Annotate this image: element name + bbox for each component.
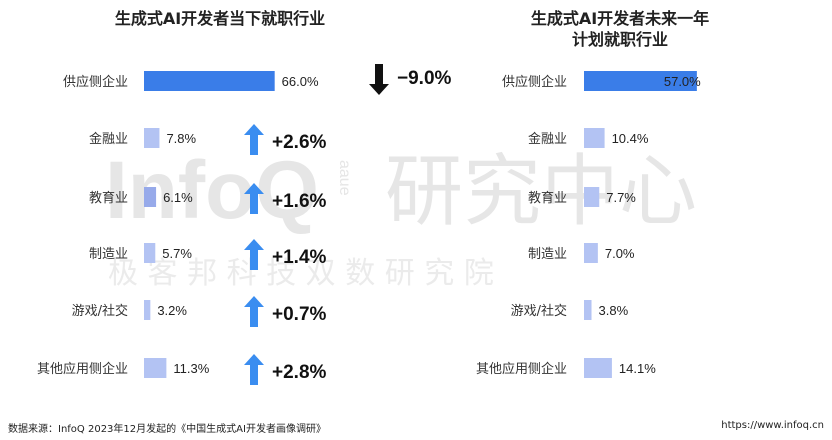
arrow-down-icon	[369, 64, 389, 95]
arrow-up-icon	[244, 183, 264, 214]
bar	[144, 243, 156, 263]
bar	[144, 358, 167, 378]
category-label: 金融业	[528, 131, 567, 147]
bar	[584, 71, 697, 91]
value-label: 5.7%	[162, 246, 192, 261]
right-title-line2: 计划就职行业	[571, 30, 668, 49]
category-label: 教育业	[89, 190, 128, 206]
arrow-up-icon	[244, 239, 264, 270]
bar	[584, 128, 605, 148]
value-label: 6.1%	[163, 190, 193, 205]
value-label: 66.0%	[282, 74, 319, 89]
arrow-up-icon	[244, 354, 264, 385]
bar	[144, 187, 157, 207]
bar	[144, 300, 151, 320]
category-label: 教育业	[528, 190, 567, 206]
bar	[584, 243, 598, 263]
value-label: 57.0%	[664, 74, 701, 89]
value-label: 3.8%	[599, 303, 629, 318]
arrow-up-icon	[244, 124, 264, 155]
bar	[144, 128, 160, 148]
category-label: 其他应用侧企业	[37, 361, 128, 377]
bar	[584, 358, 612, 378]
left-title-text: 生成式AI开发者当下就职行业	[114, 9, 326, 28]
bar	[584, 187, 600, 207]
value-label: 10.4%	[612, 131, 649, 146]
change-label: +2.6%	[272, 132, 327, 153]
right-chart-title: 生成式AI开发者未来一年 计划就职行业	[470, 8, 770, 50]
value-label: 7.7%	[606, 190, 636, 205]
value-label: 7.0%	[605, 246, 635, 261]
value-label: 3.2%	[157, 303, 187, 318]
bar	[584, 300, 592, 320]
footer-source: 数据来源：InfoQ 2023年12月发起的《中国生成式AI开发者画像调研》	[8, 424, 326, 435]
category-label: 金融业	[89, 131, 128, 147]
category-label: 供应侧企业	[502, 74, 567, 90]
category-label: 制造业	[528, 247, 567, 262]
right-title-line1: 生成式AI开发者未来一年	[530, 9, 710, 28]
category-label: 游戏/社交	[511, 303, 567, 319]
change-label: +1.6%	[272, 191, 327, 212]
category-label: 供应侧企业	[63, 74, 128, 90]
arrow-up-icon	[244, 296, 264, 327]
category-label: 游戏/社交	[72, 303, 128, 319]
value-label: 14.1%	[619, 361, 656, 376]
category-label: 制造业	[89, 247, 128, 262]
value-label: 7.8%	[166, 131, 196, 146]
category-label: 其他应用侧企业	[476, 361, 567, 377]
change-label: −9.0%	[397, 68, 452, 89]
change-label: +2.8%	[272, 362, 327, 383]
value-label: 11.3%	[173, 361, 209, 376]
footer-url[interactable]: https://www.infoq.cn	[721, 420, 824, 431]
bar	[144, 71, 275, 91]
change-label: +1.4%	[272, 247, 327, 268]
change-label: +0.7%	[272, 304, 327, 325]
left-chart-title: 生成式AI开发者当下就职行业	[60, 8, 380, 29]
